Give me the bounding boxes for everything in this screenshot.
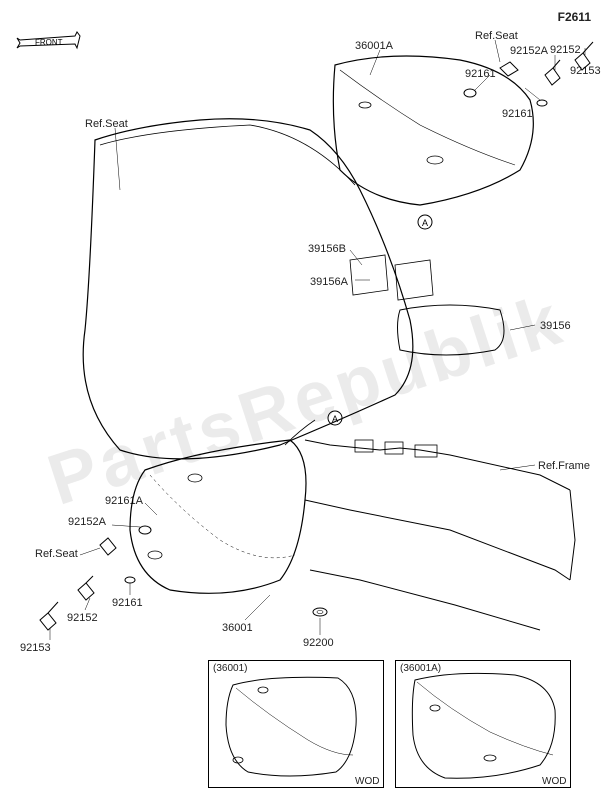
svg-text:FRONT: FRONT (35, 38, 63, 47)
svg-text:A: A (422, 218, 428, 228)
svg-text:A: A (332, 414, 338, 424)
front-arrow-indicator: FRONT (15, 28, 85, 63)
diagram-drawing: A A (0, 0, 611, 800)
